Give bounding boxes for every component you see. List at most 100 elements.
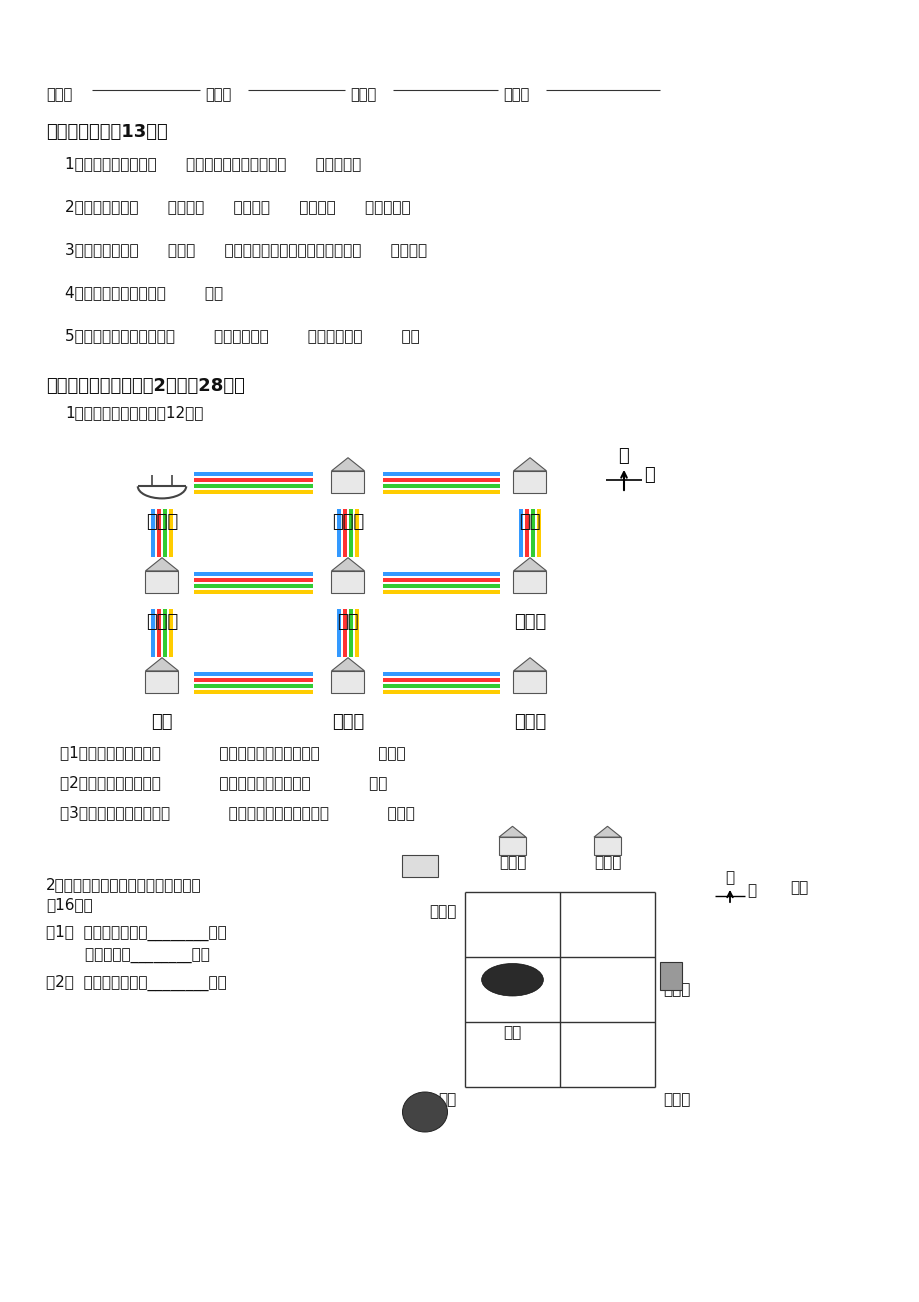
Bar [382,573,499,575]
Bar [382,590,499,594]
Text: 二、看图填空。（每空2分，共28分）: 二、看图填空。（每空2分，共28分） [46,378,244,395]
Text: 体育场: 体育场 [514,713,546,730]
Text: 汽车站: 汽车站 [332,513,364,531]
Polygon shape [145,658,178,671]
Text: 火车站: 火车站 [146,613,178,631]
Text: 教学楼: 教学楼 [498,855,526,870]
Text: 班别：: 班别： [46,87,73,102]
Bar [331,671,364,693]
Bar [194,685,312,687]
Bar [194,585,312,587]
Bar [169,509,173,557]
Text: 1、每天早晨太阳从（      ）方升起，傍晚太阳从（      ）方落下。: 1、每天早晨太阳从（ ）方升起，傍晚太阳从（ ）方落下。 [65,156,361,171]
Bar [151,609,154,658]
Bar [157,509,161,557]
Text: （1）  教学楼在花坛的________面，: （1） 教学楼在花坛的________面， [46,924,226,941]
Text: 等级：: 等级： [503,87,528,102]
Text: 人民桥: 人民桥 [146,513,178,531]
Text: 5、淘气面向北，后面是（        ），左面是（        ），右面是（        ）。: 5、淘气面向北，后面是（ ），左面是（ ），右面是（ ）。 [65,328,419,342]
Text: 操场: 操场 [438,1092,457,1107]
Text: 4、与南相对的方向是（        ）。: 4、与南相对的方向是（ ）。 [65,285,223,299]
Text: 少年宫: 少年宫 [514,613,546,631]
Ellipse shape [403,1092,447,1131]
Polygon shape [331,658,364,671]
Bar [382,473,499,475]
Bar [382,678,499,682]
Bar [194,672,312,676]
Text: 2、右图是光明小学校园平面图的一部: 2、右图是光明小学校园平面图的一部 [46,878,201,892]
Bar [145,671,178,693]
Bar [355,509,358,557]
Text: 公园: 公园 [151,713,173,730]
Text: （3）电影院在少年宫的（            ）面，学校在体育场的（            ）面。: （3）电影院在少年宫的（ ）面，学校在体育场的（ ）面。 [60,805,414,820]
Text: 花坛: 花坛 [503,1025,521,1040]
Bar [513,671,546,693]
Bar [349,509,352,557]
Bar [194,690,312,694]
Bar [194,484,312,488]
Bar [594,837,620,855]
Text: 东: 东 [643,466,654,484]
Polygon shape [513,458,546,471]
Text: （1）汽车站在学校的（            ）面，人民桥在学校的（            ）面。: （1）汽车站在学校的（ ）面，人民桥在学校的（ ）面。 [60,745,405,760]
Text: 分。: 分。 [789,880,808,894]
Bar [194,678,312,682]
Bar [343,509,346,557]
Polygon shape [513,658,546,671]
Bar [331,471,364,493]
Text: 评分：: 评分： [349,87,376,102]
Bar [337,609,340,658]
Polygon shape [498,827,526,837]
Bar [382,578,499,582]
Text: 2、地图是按上（      ）、下（      ）、左（      ）、右（      ）绘制的。: 2、地图是按上（ ）、下（ ）、左（ ）、右（ ）绘制的。 [65,199,410,214]
Bar [382,484,499,488]
Polygon shape [331,458,364,471]
Bar [382,478,499,482]
Text: 北: 北 [725,870,733,885]
Bar [194,573,312,575]
Bar [194,478,312,482]
Bar [513,471,546,493]
Bar [518,509,522,557]
Text: 学校: 学校 [337,613,358,631]
Polygon shape [594,827,620,837]
Text: 电影院: 电影院 [332,713,364,730]
Text: 3、西北方向在（      ）和（      ）之间，在东和南之间的方向是（      ）方向。: 3、西北方向在（ ）和（ ）之间，在东和南之间的方向是（ ）方向。 [65,242,426,256]
Bar [194,590,312,594]
Text: （2）学校的西南面是（            ），火车站的北面是（            ）。: （2）学校的西南面是（ ），火车站的北面是（ ）。 [60,775,387,790]
Text: 在音乐室的________面。: 在音乐室的________面。 [46,949,210,963]
Bar [402,855,437,878]
Bar [382,672,499,676]
Bar [169,609,173,658]
Bar [343,609,346,658]
Bar [194,473,312,475]
Polygon shape [145,557,178,570]
Bar [382,690,499,694]
Text: 北: 北 [618,447,629,465]
Bar [151,509,154,557]
Bar [537,509,540,557]
Bar [355,609,358,658]
Bar [530,509,534,557]
Bar [194,491,312,493]
Text: （2）  标本库在操场的________面，: （2） 标本库在操场的________面， [46,975,226,991]
Bar [163,609,166,658]
Bar [163,509,166,557]
Text: 电脑房: 电脑房 [593,855,620,870]
Text: 音乐室: 音乐室 [429,904,457,919]
Bar [157,609,161,658]
Text: 标本库: 标本库 [663,1092,689,1107]
Text: 超市: 超市 [518,513,540,531]
Bar [194,578,312,582]
Bar [349,609,352,658]
Bar [382,685,499,687]
Ellipse shape [482,963,543,996]
Bar [382,585,499,587]
Text: （16分）: （16分） [46,897,93,911]
Bar [525,509,528,557]
Polygon shape [331,557,364,570]
Text: 一、填一填。（13分）: 一、填一填。（13分） [46,122,167,141]
Text: 姓名：: 姓名： [205,87,231,102]
Bar [145,570,178,592]
Bar [337,509,340,557]
